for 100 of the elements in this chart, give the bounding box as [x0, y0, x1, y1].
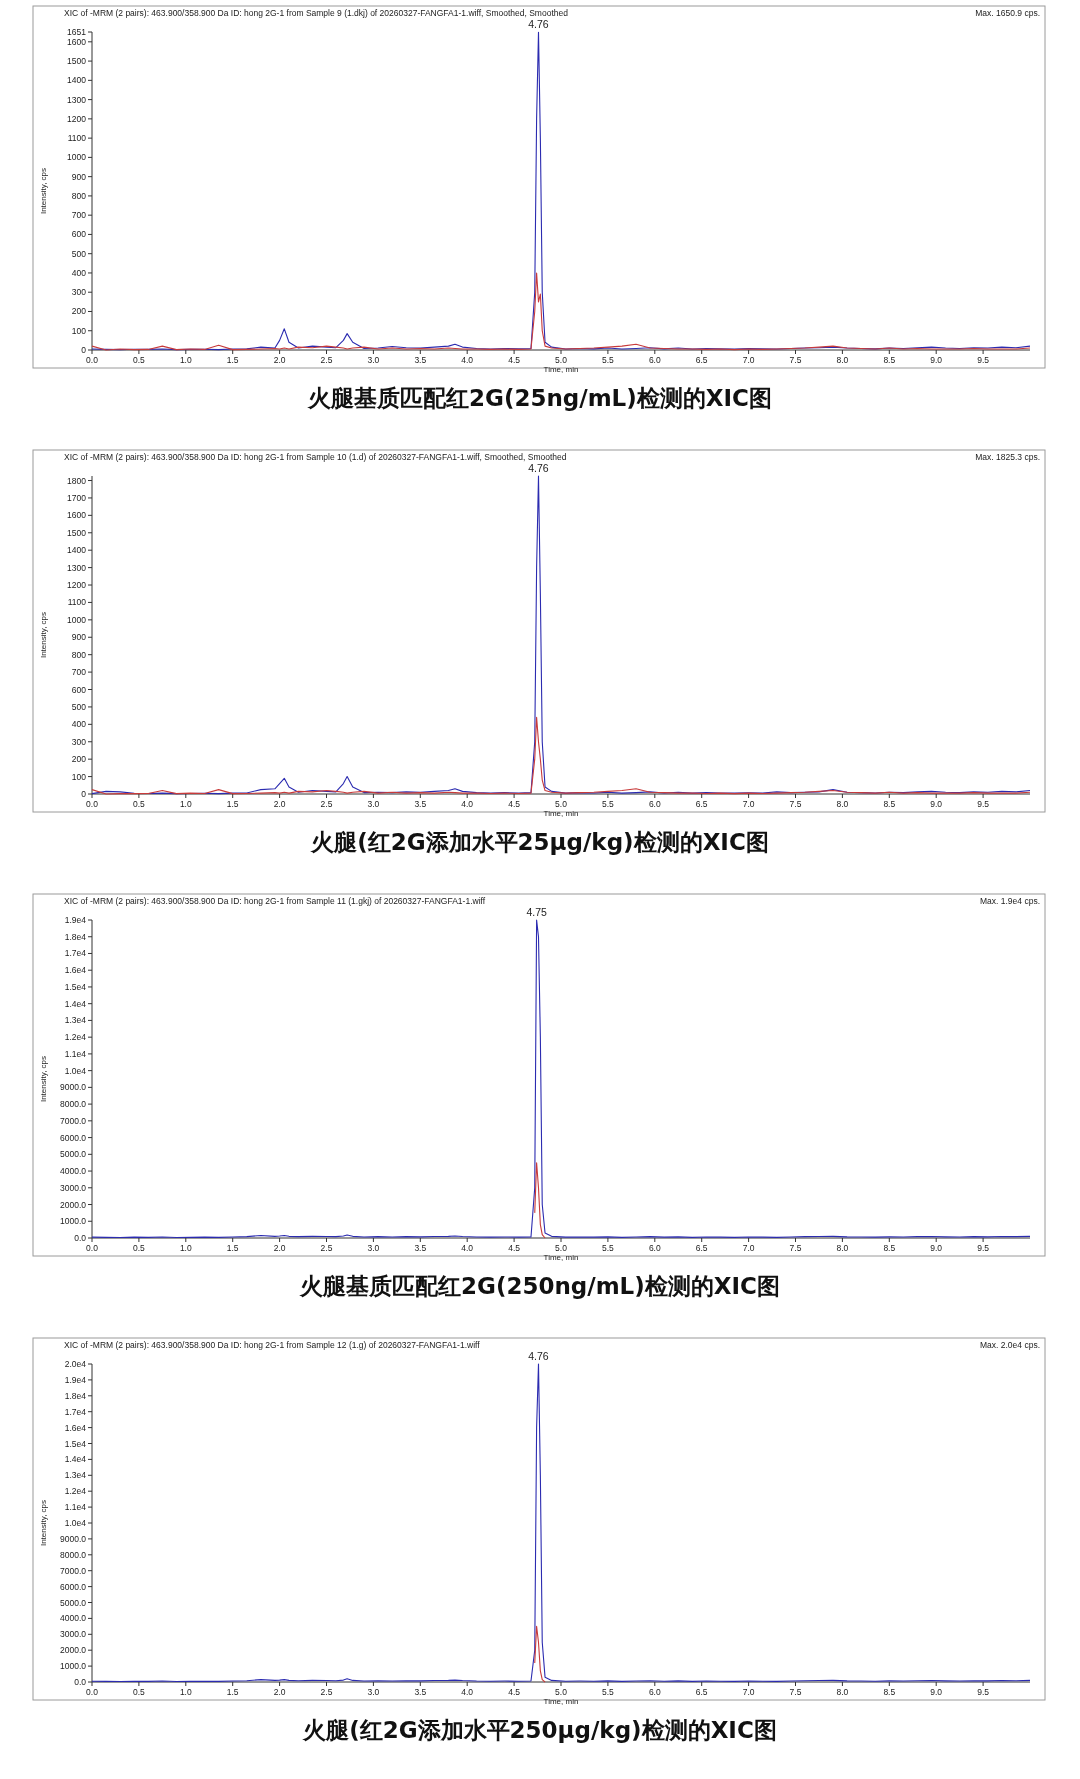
x-tick-label: 1.5 [226, 799, 239, 809]
y-tick-label: 1.5e4 [64, 1438, 87, 1449]
y-tick-label: 1000.0 [60, 1661, 87, 1672]
y-tick-label: 1.3e4 [64, 1470, 87, 1481]
text: 4.76 [528, 18, 549, 31]
y-tick-label: 0.0 [74, 1233, 87, 1243]
x-tick-label: 5.5 [601, 1243, 615, 1253]
y-tick-label: 1600 [67, 36, 87, 47]
y-tick-label: 200 [71, 754, 87, 765]
x-tick-label: 5.0 [555, 355, 568, 365]
y-tick-label: 100 [71, 771, 87, 782]
y-tick-label: 600 [71, 684, 87, 695]
x-tick-label: 1.5 [226, 355, 239, 365]
y-tick-label: 1100 [67, 133, 87, 144]
line-series [91, 1363, 1031, 1683]
y-tick-label: 6000.0 [60, 1581, 87, 1592]
text: 4.75 [526, 906, 547, 918]
x-tick-label: 6.0 [648, 355, 661, 365]
y-tick-label: 900 [71, 632, 87, 643]
x-tick-label: 6.5 [695, 355, 708, 365]
x-tick-label: 7.5 [789, 799, 802, 809]
x-tick-label: 6.5 [695, 1243, 708, 1253]
x-tick-label: 5.0 [555, 1243, 568, 1253]
x-tick-label: 3.5 [414, 799, 427, 809]
y-tick-label: 1200 [67, 113, 87, 124]
y-tick-label: 1.0e4 [64, 1518, 87, 1528]
x-tick-label: 8.5 [883, 799, 896, 809]
x-tick-label: 2.5 [320, 799, 333, 809]
text: 火腿基质匹配红2G(25ng/mL)检测的XIC图 [307, 385, 772, 411]
text: Max. 1.9e4 cps. [979, 896, 1040, 906]
y-tick-label: 1.9e4 [64, 1374, 87, 1385]
x-axis-title: Time, min [543, 1253, 579, 1262]
y-tick-label: 900 [71, 171, 87, 182]
x-tick-label: 2.0 [273, 799, 286, 809]
x-axis-title: Time, min [543, 365, 579, 374]
x-tick-label: 3.0 [367, 1687, 380, 1697]
x-tick-label: 7.5 [789, 1243, 802, 1253]
y-tick-label: 1.5e4 [64, 981, 87, 992]
chart-title: XIC of -MRM (2 pairs): 463.900/358.900 Da ID: hong 2G-1 from Sample 9 (1.dkj) of 20260327-FANGFA1-1.wiff, Smoothed, Smoothed [64, 8, 569, 18]
y-tick-label: 1400 [67, 545, 87, 556]
y-tick-label: 1800 [67, 475, 87, 486]
x-tick-label: 2.5 [320, 1243, 333, 1253]
x-tick-label: 7.5 [789, 1687, 802, 1697]
y-tick-label: 1200 [67, 580, 87, 591]
x-tick-label: 9.5 [977, 355, 990, 365]
y-tick-label: 100 [71, 325, 87, 336]
x-tick-label: 5.5 [601, 1687, 615, 1697]
text: 火腿(红2G添加水平25μg/kg)检测的XIC图 [310, 829, 769, 855]
x-tick-label: 7.0 [742, 799, 755, 809]
chart-title: XIC of -MRM (2 pairs): 463.900/358.900 Da ID: hong 2G-1 from Sample 10 (1.d) of 20260327-FANGFA1-1.wiff, Smoothed, Smoothed [64, 452, 567, 462]
x-axis-title: Time, min [543, 809, 579, 818]
y-tick-label: 1.3e4 [64, 1015, 87, 1026]
x-tick-label: 9.0 [930, 1687, 943, 1697]
y-tick-label: 200 [71, 306, 87, 317]
x-tick-label: 3.0 [367, 355, 380, 365]
line-series [534, 1162, 546, 1239]
x-tick-label: 1.5 [226, 1243, 239, 1253]
x-tick-label: 2.0 [273, 1687, 286, 1697]
y-tick-label: 1700 [67, 492, 87, 503]
y-tick-label: 700 [71, 210, 87, 221]
y-tick-label: 1300 [67, 562, 87, 573]
x-tick-label: 1.0 [179, 1687, 192, 1697]
y-tick-label: 2000.0 [60, 1645, 87, 1656]
x-tick-label: 2.5 [320, 1687, 333, 1697]
y-tick-label: 1.4e4 [64, 1454, 87, 1465]
y-tick-label: 8000.0 [60, 1099, 87, 1110]
x-tick-label: 0.5 [132, 1687, 146, 1697]
y-tick-label: 1.9e4 [64, 915, 87, 925]
y-tick-label: 1000.0 [60, 1216, 87, 1227]
x-tick-label: 8.5 [883, 355, 896, 365]
y-tick-label: 1.4e4 [64, 998, 87, 1009]
y-tick-label: 0.0 [74, 1677, 87, 1687]
x-tick-label: 2.0 [273, 1243, 286, 1253]
y-tick-label: 9000.0 [60, 1533, 87, 1544]
x-tick-label: 6.0 [648, 1243, 661, 1253]
y-tick-label: 800 [71, 649, 87, 660]
y-tick-label: 1600 [67, 510, 87, 521]
x-tick-label: 9.0 [930, 799, 943, 809]
y-tick-label: 4000.0 [60, 1166, 87, 1177]
y-axis-title: Intensity, cps [39, 1499, 48, 1547]
y-axis-title: Intensity, cps [39, 1055, 48, 1103]
x-tick-label: 6.0 [648, 1687, 661, 1697]
y-tick-label: 400 [71, 267, 87, 278]
x-tick-label: 9.5 [977, 799, 990, 809]
y-tick-label: 1.8e4 [64, 1390, 87, 1401]
x-tick-label: 7.5 [789, 355, 802, 365]
y-tick-label: 1500 [67, 56, 87, 67]
x-tick-label: 3.5 [414, 1243, 427, 1253]
y-tick-label: 3000.0 [60, 1629, 87, 1640]
y-tick-label: 1000 [67, 152, 87, 163]
y-tick-label: 1.1e4 [64, 1048, 87, 1059]
x-tick-label: 7.0 [742, 1243, 755, 1253]
x-tick-label: 3.0 [367, 1243, 380, 1253]
y-tick-label: 700 [71, 667, 87, 678]
y-tick-label: 800 [71, 190, 87, 201]
chart-title: XIC of -MRM (2 pairs): 463.900/358.900 Da ID: hong 2G-1 from Sample 11 (1.gkj) of 20260327-FANGFA1-1.wiff [64, 896, 486, 906]
x-tick-label: 4.5 [508, 799, 521, 809]
y-tick-label: 1.2e4 [64, 1486, 87, 1497]
x-tick-label: 2.0 [273, 355, 286, 365]
chart-title: XIC of -MRM (2 pairs): 463.900/358.900 Da ID: hong 2G-1 from Sample 12 (1.g) of 20260327-FANGFA1-1.wiff [64, 1340, 481, 1350]
